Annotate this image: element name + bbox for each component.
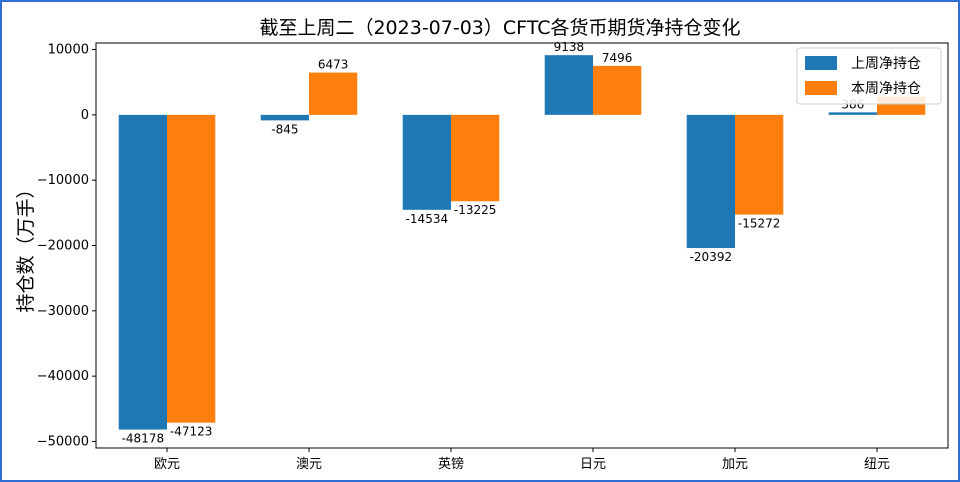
data-label: -47123	[170, 425, 213, 439]
chart-title: 截至上周二（2023-07-03）CFTC各货币期货净持仓变化	[259, 17, 740, 39]
data-label: 9138	[554, 40, 585, 54]
x-tick-label: 纽元	[864, 457, 890, 472]
x-tick-label: 澳元	[296, 456, 322, 472]
x-tick-label: 加元	[722, 457, 748, 472]
y-tick-label: −40000	[37, 369, 89, 384]
bars-layer	[118, 55, 926, 430]
data-label: 6473	[318, 58, 349, 72]
data-labels-layer: -48178 -47123 -845 6473 -14534 -13225 9138 7496…	[122, 40, 865, 445]
data-label: -48178	[122, 432, 165, 446]
y-tick-label: −30000	[37, 304, 89, 319]
x-tick-label: 欧元	[154, 457, 180, 472]
data-label: -845	[271, 122, 298, 136]
data-label: -14534	[406, 212, 449, 226]
y-tick-label: −10000	[37, 173, 89, 188]
bar-加元-上周净持仓	[686, 114, 735, 249]
data-label: -15272	[738, 217, 781, 231]
y-tick-label: −20000	[37, 239, 89, 254]
bar-日元-上周净持仓	[544, 55, 593, 115]
bar-澳元-本周净持仓	[309, 72, 358, 115]
legend-swatch	[805, 56, 837, 70]
data-label: -13225	[454, 203, 497, 217]
bar-加元-本周净持仓	[735, 114, 784, 215]
y-tick-label: 10000	[48, 43, 89, 58]
legend-swatch	[805, 81, 837, 95]
y-axis-label: 持仓数（万手）	[15, 179, 37, 312]
bar-日元-本周净持仓	[593, 65, 642, 115]
x-tick-label: 英镑	[438, 456, 464, 472]
bar-澳元-上周净持仓	[260, 114, 309, 121]
bar-欧元-上周净持仓	[118, 114, 167, 430]
x-tick-label: 日元	[580, 457, 606, 472]
bar-欧元-本周净持仓	[167, 114, 216, 423]
axes-layer: 欧元 澳元 英镑 日元 加元 纽元 10000 0 −10000 −20000 −30000 −400…	[37, 42, 949, 472]
y-tick-label: 0	[81, 108, 89, 123]
bar-英镑-上周净持仓	[402, 114, 451, 210]
plot-area-frame	[95, 42, 949, 449]
legend-entry: 本周净持仓	[851, 81, 921, 97]
legend-entry: 上周净持仓	[851, 56, 921, 72]
data-label: 7496	[602, 51, 633, 65]
bar-英镑-本周净持仓	[451, 114, 500, 202]
bar-纽元-上周净持仓	[828, 112, 877, 115]
data-label: -20392	[690, 250, 733, 264]
y-tick-label: −50000	[37, 434, 89, 449]
